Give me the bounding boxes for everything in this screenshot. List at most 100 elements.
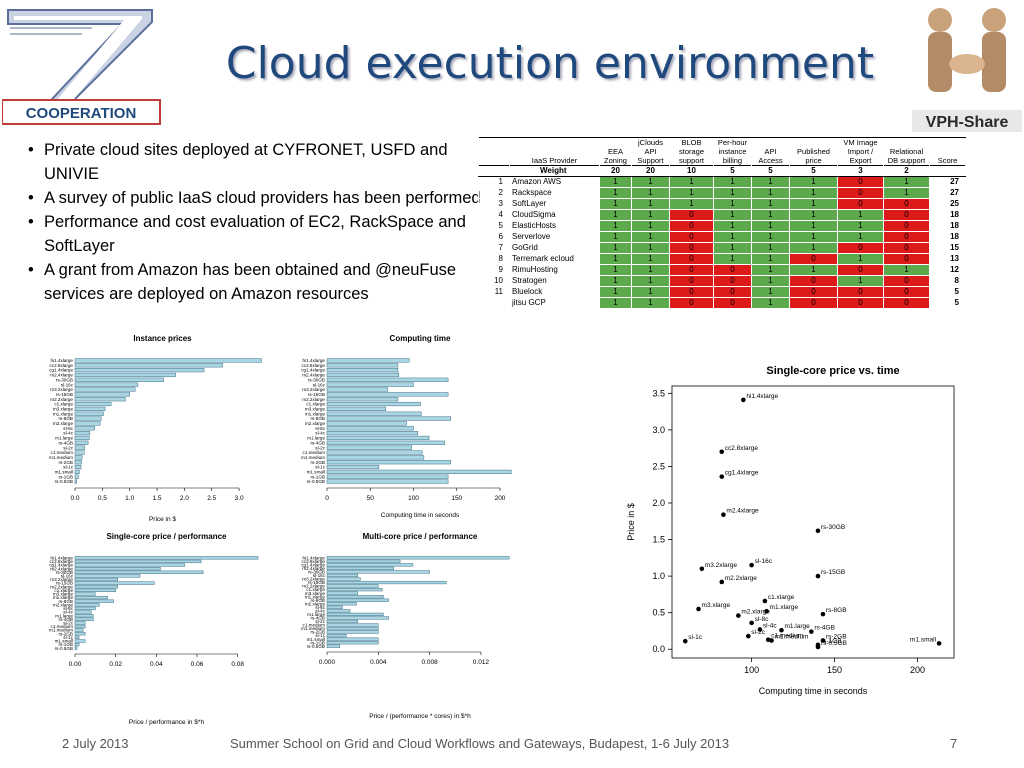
category-label: sl-1c xyxy=(315,465,325,470)
category-label: sl-4c xyxy=(63,431,73,436)
criterion-cell: 0 xyxy=(837,297,884,309)
category-label: sl-2c xyxy=(63,620,73,625)
criterion-cell: 0 xyxy=(669,264,714,276)
bar xyxy=(326,435,430,441)
category-label: rs-2GB xyxy=(310,460,325,465)
chart-title: Single-core price vs. time xyxy=(766,365,899,377)
criterion-cell: 1 xyxy=(837,209,884,221)
criterion-cell: 0 xyxy=(669,297,714,309)
cooperation-logo-text: COOPERATION xyxy=(26,105,137,122)
provider-rank: 8 xyxy=(478,253,510,265)
category-label: m3.xlarge xyxy=(305,406,326,411)
category-label: sl-16c xyxy=(313,573,326,578)
bar xyxy=(326,634,347,638)
x-tick-label: 100 xyxy=(744,665,759,675)
criterion-cell: 0 xyxy=(789,286,838,298)
bar xyxy=(74,603,100,607)
category-label: rs-1GB xyxy=(58,474,73,479)
bar xyxy=(74,440,89,445)
category-label: m2.2xlarge xyxy=(302,397,325,402)
category-label: m1.small xyxy=(55,639,73,644)
bar xyxy=(326,577,361,581)
category-label: rs-2GB xyxy=(58,631,73,636)
provider-rank: 10 xyxy=(478,275,510,287)
bar xyxy=(74,559,202,564)
point-label: m1.large xyxy=(784,623,810,630)
category-label: m1.xlarge xyxy=(305,411,326,416)
category-label: m2.xlarge xyxy=(305,601,326,606)
category-label: rs-30GB xyxy=(56,377,73,382)
category-label: sl-4c xyxy=(315,608,325,613)
point-label: c1.xlarge xyxy=(768,594,795,601)
provider-row: 7 GoGrid 1 1 0 1 1 1 0 0 15 xyxy=(478,242,966,254)
category-label: rs-0.5GB xyxy=(55,646,73,651)
category-label: rs-4GB xyxy=(58,617,73,622)
bullet-item: A survey of public IaaS cloud providers … xyxy=(28,186,488,210)
category-label: hi1.4xlarge xyxy=(303,555,326,560)
x-tick-label: 0.06 xyxy=(191,661,204,668)
data-point xyxy=(815,573,821,579)
x-tick-label: 0.012 xyxy=(473,659,490,666)
bar xyxy=(326,612,384,616)
category-label: m2.xlarge xyxy=(53,602,74,607)
category-label: m3.xlarge xyxy=(53,592,74,597)
provider-name: Rackspace xyxy=(509,187,600,199)
category-label: m2.2xlarge xyxy=(50,397,73,402)
header-vm: VM Image Import / Export xyxy=(843,138,878,165)
criterion-cell: 1 xyxy=(599,220,632,232)
category-label: m1.large xyxy=(307,436,325,441)
provider-comparison-table: IaaS Provider EEA Zoning jClouds API Sup… xyxy=(478,137,966,309)
data-point xyxy=(779,627,784,633)
bar xyxy=(74,397,126,402)
bar xyxy=(326,616,389,620)
bar xyxy=(326,570,430,574)
weight-value: 5 xyxy=(789,165,838,177)
provider-rank: 9 xyxy=(478,264,510,276)
price-vs-time-scatter-chart: Single-core price vs. time 0.0 0.5 1.0 1.5 2.… xyxy=(626,365,955,696)
category-label: sl-16c xyxy=(61,573,74,578)
x-axis-label: Computing time in seconds xyxy=(381,512,460,519)
point-label: m3.2xlarge xyxy=(705,562,738,569)
criterion-cell: 1 xyxy=(789,176,838,188)
criterion-cell: 1 xyxy=(751,187,790,199)
criterion-cell: 1 xyxy=(599,187,632,199)
y-tick-label: 3.5 xyxy=(652,388,665,398)
category-label: m1.xlarge xyxy=(53,411,74,416)
bar xyxy=(326,387,388,392)
category-label: m1.small xyxy=(55,469,73,474)
chart-title: Computing time xyxy=(390,334,451,343)
category-label: m2.2xlarge xyxy=(302,584,325,589)
header-eea: EEA Zoning xyxy=(604,147,627,165)
category-label: m3.2xlarge xyxy=(50,577,73,582)
category-label: hi1.4xlarge xyxy=(51,358,74,363)
category-label: sl-2c xyxy=(315,445,325,450)
bar xyxy=(326,358,410,363)
criterion-cell: 0 xyxy=(669,286,714,298)
point-label: sl-16c xyxy=(755,558,773,565)
bar xyxy=(74,474,79,479)
category-label: c1.medium xyxy=(51,624,74,629)
criterion-cell: 1 xyxy=(751,176,790,188)
criterion-cell: 0 xyxy=(669,275,714,287)
criterion-cell: 0 xyxy=(837,198,884,210)
category-label: rs-30GB xyxy=(308,570,325,575)
criterion-cell: 1 xyxy=(599,286,632,298)
weight-value: 3 xyxy=(837,165,884,177)
category-label: sl-8c xyxy=(63,426,73,431)
bar xyxy=(326,368,399,373)
criterion-cell: 0 xyxy=(883,286,930,298)
header-provider: IaaS Provider xyxy=(531,156,578,165)
point-label: rs-4GB xyxy=(814,625,835,632)
category-label: c1.xlarge xyxy=(306,402,325,407)
bar xyxy=(74,426,95,431)
category-label: m2.4xlarge xyxy=(50,373,73,378)
bar xyxy=(326,397,399,402)
category-label: m1.medium xyxy=(49,455,73,460)
point-label: sl-8c xyxy=(755,616,769,623)
criterion-cell: 0 xyxy=(837,176,884,188)
bar xyxy=(74,642,80,647)
criterion-cell: 1 xyxy=(751,297,790,309)
criterion-cell: 1 xyxy=(751,209,790,221)
provider-name: SoftLayer xyxy=(509,198,600,210)
header-score: Score xyxy=(937,156,958,165)
